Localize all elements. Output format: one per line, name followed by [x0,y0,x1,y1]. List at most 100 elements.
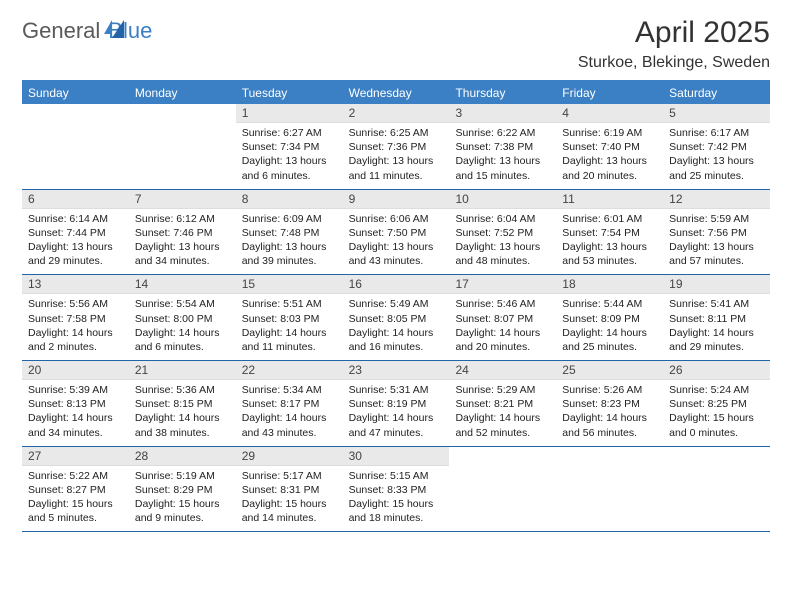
sunset-line: Sunset: 8:13 PM [28,397,123,411]
location-subtitle: Sturkoe, Blekinge, Sweden [578,54,770,72]
sunset-line: Sunset: 7:50 PM [349,226,444,240]
sunrise-line: Sunrise: 5:39 AM [28,383,123,397]
sunset-line: Sunset: 7:38 PM [455,140,550,154]
daylight-line: Daylight: 13 hours and 48 minutes. [455,240,550,268]
day-cell: 17Sunrise: 5:46 AMSunset: 8:07 PMDayligh… [449,275,556,360]
logo-triangle-icon [104,20,112,34]
day-body: Sunrise: 5:56 AMSunset: 7:58 PMDaylight:… [22,294,129,360]
sunset-line: Sunset: 8:05 PM [349,312,444,326]
day-number: 11 [556,190,663,209]
sunrise-line: Sunrise: 5:19 AM [135,469,230,483]
day-number: 21 [129,361,236,380]
day-body: Sunrise: 6:22 AMSunset: 7:38 PMDaylight:… [449,123,556,189]
day-body: Sunrise: 5:44 AMSunset: 8:09 PMDaylight:… [556,294,663,360]
day-cell: 14Sunrise: 5:54 AMSunset: 8:00 PMDayligh… [129,275,236,360]
day-number: 6 [22,190,129,209]
sunrise-line: Sunrise: 5:36 AM [135,383,230,397]
sunrise-line: Sunrise: 5:29 AM [455,383,550,397]
day-cell: 21Sunrise: 5:36 AMSunset: 8:15 PMDayligh… [129,361,236,446]
day-body: Sunrise: 6:12 AMSunset: 7:46 PMDaylight:… [129,209,236,275]
title-block: April 2025 Sturkoe, Blekinge, Sweden [578,18,770,72]
sunset-line: Sunset: 8:00 PM [135,312,230,326]
sunrise-line: Sunrise: 5:34 AM [242,383,337,397]
day-cell: 22Sunrise: 5:34 AMSunset: 8:17 PMDayligh… [236,361,343,446]
day-number: 18 [556,275,663,294]
day-cell: 1Sunrise: 6:27 AMSunset: 7:34 PMDaylight… [236,104,343,189]
day-cell [449,447,556,532]
day-number: 5 [663,104,770,123]
sunset-line: Sunset: 8:23 PM [562,397,657,411]
day-body: Sunrise: 5:41 AMSunset: 8:11 PMDaylight:… [663,294,770,360]
day-body: Sunrise: 5:46 AMSunset: 8:07 PMDaylight:… [449,294,556,360]
day-number-empty [449,447,556,465]
day-number: 23 [343,361,450,380]
day-number: 1 [236,104,343,123]
sunset-line: Sunset: 7:52 PM [455,226,550,240]
day-body: Sunrise: 5:34 AMSunset: 8:17 PMDaylight:… [236,380,343,446]
daylight-line: Daylight: 13 hours and 57 minutes. [669,240,764,268]
daylight-line: Daylight: 13 hours and 15 minutes. [455,154,550,182]
day-body: Sunrise: 6:19 AMSunset: 7:40 PMDaylight:… [556,123,663,189]
logo-text-general: General [22,18,100,44]
dow-header-row: SundayMondayTuesdayWednesdayThursdayFrid… [22,82,770,104]
day-body: Sunrise: 5:36 AMSunset: 8:15 PMDaylight:… [129,380,236,446]
day-number: 24 [449,361,556,380]
day-number-empty [22,104,129,122]
daylight-line: Daylight: 13 hours and 29 minutes. [28,240,123,268]
daylight-line: Daylight: 15 hours and 0 minutes. [669,411,764,439]
day-body: Sunrise: 5:22 AMSunset: 8:27 PMDaylight:… [22,466,129,532]
sunset-line: Sunset: 7:54 PM [562,226,657,240]
day-cell: 27Sunrise: 5:22 AMSunset: 8:27 PMDayligh… [22,447,129,532]
day-body: Sunrise: 6:14 AMSunset: 7:44 PMDaylight:… [22,209,129,275]
sunrise-line: Sunrise: 6:06 AM [349,212,444,226]
sunset-line: Sunset: 8:31 PM [242,483,337,497]
sunrise-line: Sunrise: 5:41 AM [669,297,764,311]
sunset-line: Sunset: 8:21 PM [455,397,550,411]
daylight-line: Daylight: 14 hours and 43 minutes. [242,411,337,439]
day-body: Sunrise: 6:25 AMSunset: 7:36 PMDaylight:… [343,123,450,189]
day-number: 14 [129,275,236,294]
day-cell: 7Sunrise: 6:12 AMSunset: 7:46 PMDaylight… [129,190,236,275]
sunset-line: Sunset: 8:17 PM [242,397,337,411]
daylight-line: Daylight: 13 hours and 34 minutes. [135,240,230,268]
sunrise-line: Sunrise: 6:04 AM [455,212,550,226]
sunrise-line: Sunrise: 6:14 AM [28,212,123,226]
day-cell: 10Sunrise: 6:04 AMSunset: 7:52 PMDayligh… [449,190,556,275]
day-number-empty [663,447,770,465]
dow-wednesday: Wednesday [343,82,450,104]
sunrise-line: Sunrise: 5:54 AM [135,297,230,311]
daylight-line: Daylight: 13 hours and 39 minutes. [242,240,337,268]
header: General Blue April 2025 Sturkoe, Bleking… [22,18,770,72]
day-cell: 12Sunrise: 5:59 AMSunset: 7:56 PMDayligh… [663,190,770,275]
day-cell: 23Sunrise: 5:31 AMSunset: 8:19 PMDayligh… [343,361,450,446]
daylight-line: Daylight: 14 hours and 2 minutes. [28,326,123,354]
weeks-container: 1Sunrise: 6:27 AMSunset: 7:34 PMDaylight… [22,104,770,532]
day-number: 30 [343,447,450,466]
day-cell: 13Sunrise: 5:56 AMSunset: 7:58 PMDayligh… [22,275,129,360]
day-number: 17 [449,275,556,294]
sunrise-line: Sunrise: 6:19 AM [562,126,657,140]
daylight-line: Daylight: 14 hours and 34 minutes. [28,411,123,439]
day-body [129,122,236,178]
day-body [663,465,770,521]
logo: General Blue [22,18,152,44]
sunset-line: Sunset: 8:33 PM [349,483,444,497]
page-title: April 2025 [578,18,770,48]
day-body: Sunrise: 6:06 AMSunset: 7:50 PMDaylight:… [343,209,450,275]
day-number: 13 [22,275,129,294]
sunset-line: Sunset: 8:03 PM [242,312,337,326]
daylight-line: Daylight: 14 hours and 16 minutes. [349,326,444,354]
day-body [449,465,556,521]
day-cell: 5Sunrise: 6:17 AMSunset: 7:42 PMDaylight… [663,104,770,189]
day-cell: 25Sunrise: 5:26 AMSunset: 8:23 PMDayligh… [556,361,663,446]
sunset-line: Sunset: 7:58 PM [28,312,123,326]
sunrise-line: Sunrise: 5:44 AM [562,297,657,311]
sunset-line: Sunset: 8:25 PM [669,397,764,411]
daylight-line: Daylight: 14 hours and 20 minutes. [455,326,550,354]
day-number: 16 [343,275,450,294]
day-cell: 11Sunrise: 6:01 AMSunset: 7:54 PMDayligh… [556,190,663,275]
day-cell: 29Sunrise: 5:17 AMSunset: 8:31 PMDayligh… [236,447,343,532]
sunrise-line: Sunrise: 6:17 AM [669,126,764,140]
day-body: Sunrise: 5:59 AMSunset: 7:56 PMDaylight:… [663,209,770,275]
sunset-line: Sunset: 7:40 PM [562,140,657,154]
